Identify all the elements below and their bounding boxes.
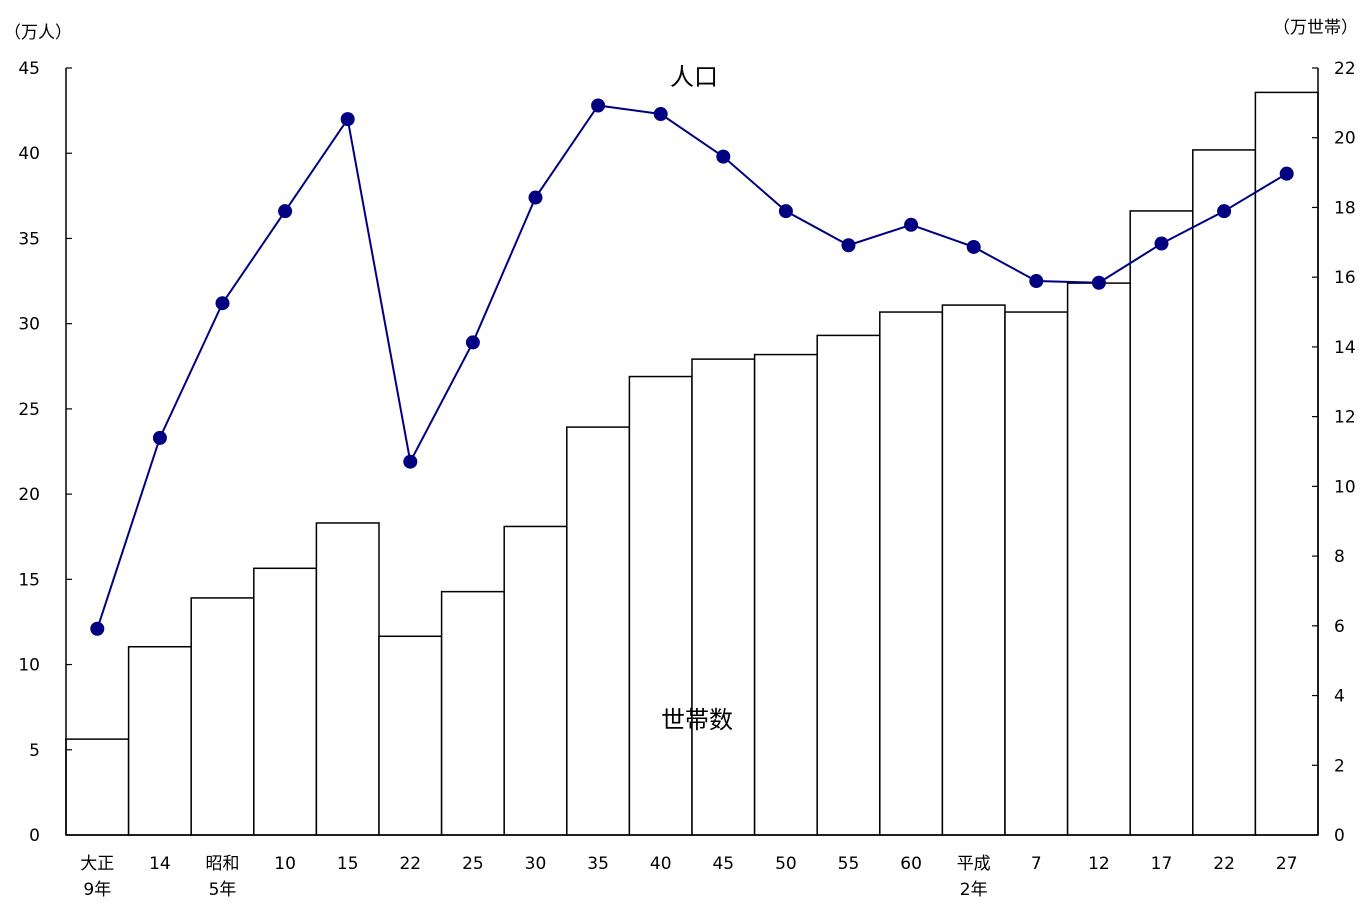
left-tick-label: 30 xyxy=(18,315,40,335)
right-tick-label: 22 xyxy=(1334,59,1356,79)
right-tick-label: 4 xyxy=(1334,687,1345,707)
left-tick-label: 20 xyxy=(18,485,40,505)
population-point xyxy=(90,621,105,636)
x-tick-label: 27 xyxy=(1276,854,1298,874)
left-tick-label: 15 xyxy=(18,570,40,590)
x-tick-label: 60 xyxy=(900,854,922,874)
population-point xyxy=(653,107,668,122)
population-point xyxy=(340,112,355,127)
x-tick-label: 22 xyxy=(399,854,421,874)
population-series-label: 人口 xyxy=(670,63,718,91)
household-bar xyxy=(816,334,881,836)
population-point xyxy=(215,296,230,311)
households-series-label: 世帯数 xyxy=(661,706,733,734)
household-bar xyxy=(1004,311,1069,836)
x-tick-label: 55 xyxy=(838,854,860,874)
population-point xyxy=(716,149,731,164)
population-point xyxy=(591,98,606,113)
x-tick-label: 昭和 xyxy=(206,854,240,874)
population-point xyxy=(966,239,981,254)
x-tick-label: 22 xyxy=(1213,854,1235,874)
x-tick-label: 9年 xyxy=(83,880,111,900)
right-tick-label: 2 xyxy=(1334,756,1345,776)
x-tick-label: 平成 xyxy=(957,854,991,874)
x-tick-label: 50 xyxy=(775,854,797,874)
right-tick-label: 12 xyxy=(1334,408,1356,428)
x-tick-label: 45 xyxy=(712,854,734,874)
household-bar xyxy=(1254,91,1319,836)
right-axis-unit: （万世帯） xyxy=(1273,18,1358,38)
population-line-layer xyxy=(90,98,1294,636)
right-tick-label: 18 xyxy=(1334,198,1356,218)
right-tick-label: 14 xyxy=(1334,338,1356,358)
left-axis-ticks: 0 5 10 15 20 25 30 35 40 45 xyxy=(18,59,72,846)
population-point xyxy=(1279,166,1294,181)
x-tick-label: 12 xyxy=(1088,854,1110,874)
population-point xyxy=(1029,274,1044,289)
left-tick-label: 5 xyxy=(29,741,40,761)
x-axis-tick-labels: 大正 9年 14 昭和 5年 10 15 22 25 30 35 40 45 50 55 60 平成 2年 7 12 1… xyxy=(80,854,1297,900)
left-tick-label: 10 xyxy=(18,656,40,676)
population-point xyxy=(152,430,167,445)
x-tick-label: 2年 xyxy=(960,880,988,900)
axes-layer xyxy=(65,68,1319,836)
right-tick-label: 16 xyxy=(1334,268,1356,288)
x-tick-label: 40 xyxy=(650,854,672,874)
household-bar xyxy=(440,590,505,836)
household-bar xyxy=(1192,149,1257,836)
left-tick-label: 0 xyxy=(29,826,40,846)
left-tick-label: 25 xyxy=(18,400,40,420)
x-tick-label: 17 xyxy=(1151,854,1173,874)
population-point xyxy=(904,217,919,232)
household-bar xyxy=(1066,282,1131,836)
household-bar xyxy=(879,311,944,836)
household-bar xyxy=(941,304,1006,836)
household-bar xyxy=(378,635,443,836)
x-tick-label: 7 xyxy=(1031,854,1042,874)
x-tick-label: 35 xyxy=(587,854,609,874)
x-tick-label: 14 xyxy=(149,854,171,874)
population-point xyxy=(278,204,293,219)
household-bar xyxy=(753,353,818,836)
x-tick-label: 15 xyxy=(337,854,359,874)
x-tick-label: 10 xyxy=(274,854,296,874)
x-tick-label: 5年 xyxy=(209,880,237,900)
population-point xyxy=(778,204,793,219)
right-axis-ticks: 0 2 4 6 8 10 12 14 16 18 20 22 xyxy=(1312,59,1356,846)
household-bar xyxy=(127,645,192,836)
household-bar xyxy=(190,597,255,836)
x-tick-label: 25 xyxy=(462,854,484,874)
left-tick-label: 35 xyxy=(18,229,40,249)
population-point xyxy=(465,335,480,350)
right-tick-label: 8 xyxy=(1334,547,1345,567)
population-point xyxy=(403,454,418,469)
x-tick-label: 30 xyxy=(525,854,547,874)
left-axis-unit: （万人） xyxy=(4,23,72,43)
population-point xyxy=(1217,204,1232,219)
population-point xyxy=(528,190,543,205)
right-tick-label: 20 xyxy=(1334,129,1356,149)
bars-layer xyxy=(65,91,1319,836)
household-bar xyxy=(503,525,568,836)
right-tick-label: 6 xyxy=(1334,617,1345,637)
household-bar xyxy=(1129,210,1194,836)
population-point xyxy=(1154,236,1169,251)
household-bar xyxy=(691,358,756,836)
household-bar xyxy=(253,567,318,836)
x-tick-label: 大正 xyxy=(80,854,114,874)
population-line xyxy=(96,104,1288,630)
household-bar xyxy=(628,375,693,836)
household-bar xyxy=(315,522,380,836)
left-tick-label: 40 xyxy=(18,144,40,164)
left-tick-label: 45 xyxy=(18,59,40,79)
household-bar xyxy=(65,738,130,836)
population-point xyxy=(1091,275,1106,290)
right-tick-label: 10 xyxy=(1334,477,1356,497)
household-bar xyxy=(566,426,631,836)
population-point xyxy=(841,238,856,253)
right-tick-label: 0 xyxy=(1334,826,1345,846)
